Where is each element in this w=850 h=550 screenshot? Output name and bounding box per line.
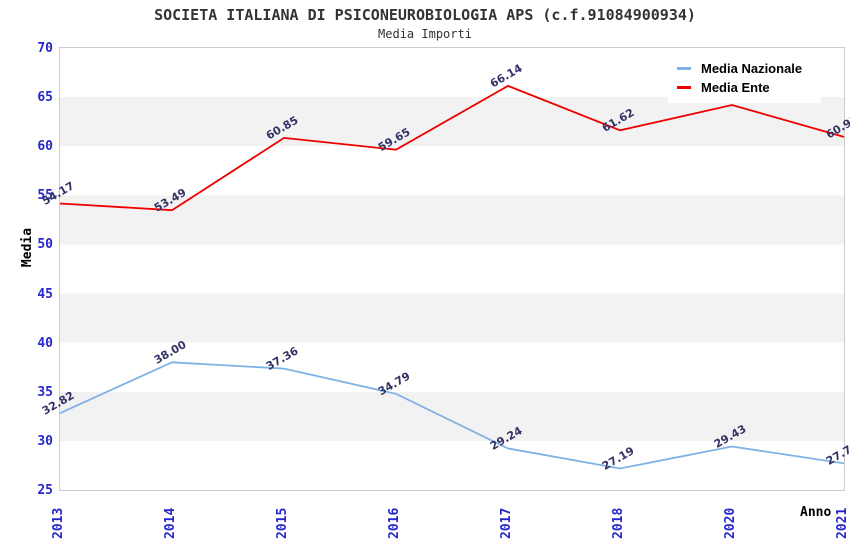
x-tick-label: 2016 xyxy=(387,507,402,539)
y-tick-label: 35 xyxy=(37,384,53,400)
x-tick-label: 2015 xyxy=(275,507,290,539)
data-point-label: 60.95 xyxy=(824,113,850,142)
chart-title: SOCIETA ITALIANA DI PSICONEUROBIOLOGIA A… xyxy=(154,6,696,24)
chart-subtitle: Media Importi xyxy=(378,27,472,41)
legend-item: Media Ente xyxy=(677,78,821,97)
x-tick-label: 2018 xyxy=(611,507,626,539)
legend-label: Media Nazionale xyxy=(701,61,803,76)
series-line-media-ente xyxy=(59,84,845,212)
y-tick-label: 25 xyxy=(37,483,53,498)
series-line-media-nazionale xyxy=(59,361,845,470)
y-tick-label: 70 xyxy=(37,41,53,56)
legend: Media Nazionale Media Ente xyxy=(668,52,821,103)
y-tick-label: 45 xyxy=(37,286,53,302)
legend-item: Media Nazionale xyxy=(677,59,821,78)
y-tick-label: 40 xyxy=(37,335,53,351)
y-tick-label: 50 xyxy=(37,237,53,253)
y-tick-label: 55 xyxy=(37,188,53,204)
x-tick-label: 2020 xyxy=(723,507,738,539)
y-axis-tick-labels: 70 65 60 55 50 45 40 35 30 25 xyxy=(0,41,53,498)
legend-line-marker-icon xyxy=(677,67,691,70)
x-tick-label: 2021 xyxy=(835,507,850,539)
x-tick-label: 2013 xyxy=(51,507,66,539)
y-tick-label: 60 xyxy=(37,139,53,155)
x-tick-label: 2017 xyxy=(499,507,514,539)
y-tick-label: 65 xyxy=(37,90,53,106)
x-axis-label: Anno xyxy=(800,505,832,520)
x-axis-tick-labels: 2013 2014 2015 2016 2017 2018 2020 2021 xyxy=(51,501,850,546)
plot-area: 32.82 38.00 37.36 34.79 29.24 27.19 29.43 27.71… xyxy=(40,47,850,491)
y-tick-label: 30 xyxy=(37,433,53,449)
x-tick-label: 2014 xyxy=(163,507,178,539)
data-point-label: 27.71 xyxy=(824,439,850,468)
legend-label: Media Ente xyxy=(701,80,770,95)
legend-line-marker-icon xyxy=(677,86,691,89)
